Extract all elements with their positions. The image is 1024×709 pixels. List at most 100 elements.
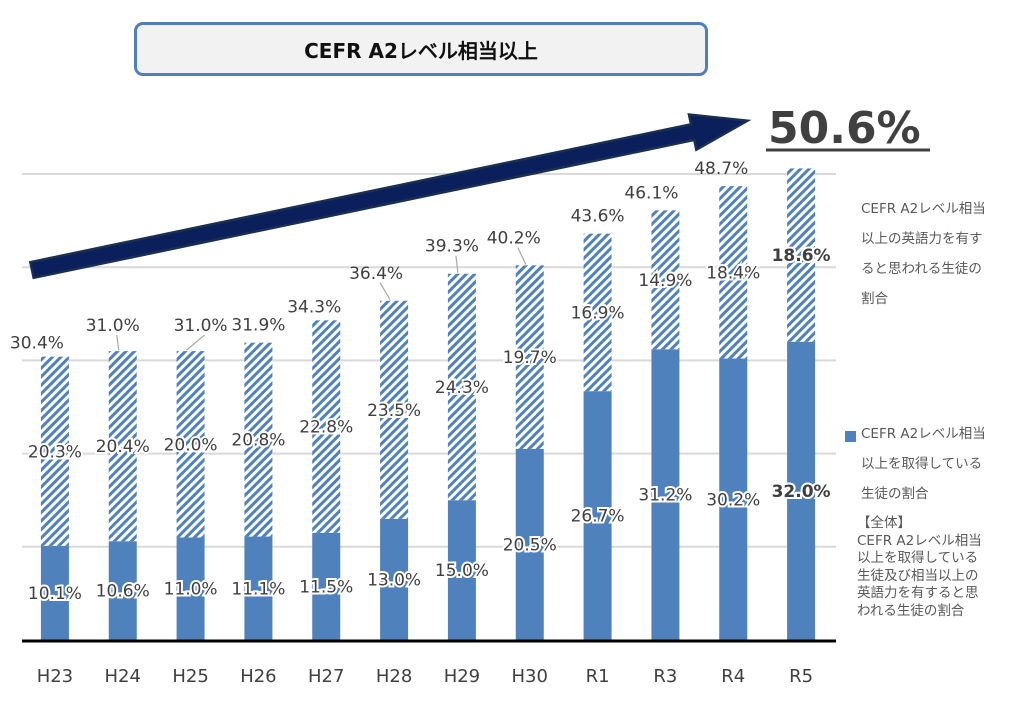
x-tick-label: H23 [37, 666, 73, 687]
x-tick-label: H28 [376, 666, 412, 687]
gridlines [22, 173, 836, 548]
label-hatched: 18.4% [706, 263, 760, 283]
bar-solid-R4 [719, 358, 748, 640]
label-total: 48.7% [694, 159, 748, 179]
label-total: 40.2% [487, 228, 541, 248]
label-hatched: 19.7% [503, 348, 557, 368]
legend-solid-line: 生徒の割合 [861, 486, 929, 502]
x-tick-label: R4 [721, 666, 745, 687]
bar-hatched-H24 [108, 351, 137, 542]
bar-hatched-H25 [176, 351, 205, 538]
bar-hatched-H30 [515, 265, 544, 449]
label-hatched: 24.3% [435, 378, 489, 398]
label-total: 46.1% [624, 183, 678, 203]
bar-solid-R5 [787, 341, 816, 640]
bar-hatched-R1 [583, 233, 612, 392]
x-tick-label: R1 [586, 666, 610, 687]
label-hatched: 20.8% [231, 431, 285, 451]
legend-hatched: CEFR A2レベル相当 以上の英語力を有す ると思われる生徒の 割合 [861, 194, 986, 314]
bar-hatched-R5 [787, 168, 816, 342]
label-total: 31.0% [86, 316, 140, 336]
bar-solid-H30 [515, 448, 544, 640]
label-total: 36.4% [349, 264, 403, 284]
bars [40, 168, 816, 640]
x-tick-label: H26 [240, 666, 276, 687]
bar-solid-H26 [244, 536, 273, 640]
label-total: 43.6% [571, 207, 625, 227]
label-solid: 26.7% [571, 507, 625, 527]
legend-swatch-hatched [845, 205, 856, 216]
bar-hatched-H26 [244, 342, 273, 537]
label-solid: 15.0% [435, 561, 489, 581]
bar-hatched-H23 [40, 356, 69, 546]
x-tick-label: H25 [172, 666, 208, 687]
x-tick-label: H29 [444, 666, 480, 687]
arrow-shape [28, 113, 752, 280]
label-hatched: 20.4% [96, 437, 150, 457]
label-solid: 10.1% [28, 584, 82, 604]
bar-solid-R1 [583, 391, 612, 640]
legend-hatched-line: ると思われる生徒の [861, 261, 982, 277]
bar-solid-H28 [380, 518, 409, 640]
bar-solid-H23 [40, 545, 69, 640]
legend-solid: CEFR A2レベル相当 以上を取得している 生徒の割合 [861, 419, 986, 509]
label-hatched: 22.8% [299, 418, 353, 438]
label-total: 34.3% [287, 297, 341, 317]
label-total: 39.3% [425, 237, 479, 257]
legend-hatched-line: 以上の英語力を有す [861, 231, 983, 247]
legend-total-note: 【全体】 CEFR A2レベル相当 以上を取得している 生徒及び相当以上の 英語… [857, 515, 982, 620]
bar-hatched-R3 [651, 210, 680, 350]
label-total: 30.4% [10, 334, 64, 354]
leader-line [116, 335, 120, 351]
x-tick-label: R3 [653, 666, 677, 687]
bar-hatched-H27 [312, 320, 341, 533]
label-solid: 31.2% [638, 486, 692, 506]
x-axis-ticks: H23 H24 H25 H26 H27 H28 H29 H30 R1 R3 R4 R5 [37, 666, 813, 687]
label-hatched: 18.6% [772, 246, 831, 266]
label-solid: 30.2% [706, 490, 760, 510]
bar-solid-H25 [176, 537, 205, 640]
title-box: CEFR A2レベル相当以上 [134, 22, 708, 76]
legend-total-line: 【全体】 [857, 515, 911, 531]
label-hatched: 16.9% [571, 303, 625, 323]
label-solid: 11.0% [164, 580, 218, 600]
legend-total-line: われる生徒の割合 [857, 602, 965, 619]
legend-solid-line: CEFR A2レベル相当 [861, 426, 986, 442]
label-total: 31.0% [174, 316, 228, 336]
bar-solid-H24 [108, 541, 137, 640]
bar-solid-R3 [651, 349, 680, 640]
label-total: 31.9% [231, 316, 285, 336]
legend-total-line: CEFR A2レベル相当 [857, 532, 982, 549]
leader-line [455, 255, 459, 273]
label-solid: 10.6% [96, 582, 150, 602]
label-solid: 11.1% [231, 579, 285, 599]
leader-line [379, 282, 391, 301]
bar-solid-H29 [447, 500, 476, 640]
label-hatched: 20.0% [164, 435, 218, 455]
label-solid: 13.0% [367, 570, 421, 590]
label-solid: 32.0% [772, 482, 831, 502]
label-solid: 11.5% [299, 577, 353, 597]
label-solid: 20.5% [503, 535, 557, 555]
legend-total-line: 生徒及び相当以上の [857, 567, 979, 584]
legend-solid-line: 以上を取得している [861, 456, 983, 472]
bar-hatched-H28 [380, 300, 409, 519]
label-hatched: 23.5% [367, 401, 421, 421]
bar-solid-H27 [312, 532, 341, 640]
chart-title: CEFR A2レベル相当以上 [304, 38, 538, 63]
bar-hatched-R4 [719, 186, 748, 359]
label-hatched: 14.9% [638, 271, 692, 291]
legend-swatch-solid [845, 431, 856, 442]
legend-total-line: 以上を取得している [857, 550, 979, 566]
x-tick-label: H27 [308, 666, 344, 687]
leader-line [186, 334, 205, 351]
data-labels: 10.1% 20.3% 30.4% 10.6% 20.4% 31.0% 11.0% 20.0%… [10, 159, 833, 606]
trend-arrow [28, 113, 752, 280]
legend-hatched-line: CEFR A2レベル相当 [861, 201, 986, 217]
leader-line [517, 247, 527, 265]
legend-hatched-line: 割合 [861, 291, 888, 307]
x-tick-label: H30 [512, 666, 548, 687]
x-tick-label: H24 [105, 666, 141, 687]
label-hatched: 20.3% [28, 442, 82, 462]
